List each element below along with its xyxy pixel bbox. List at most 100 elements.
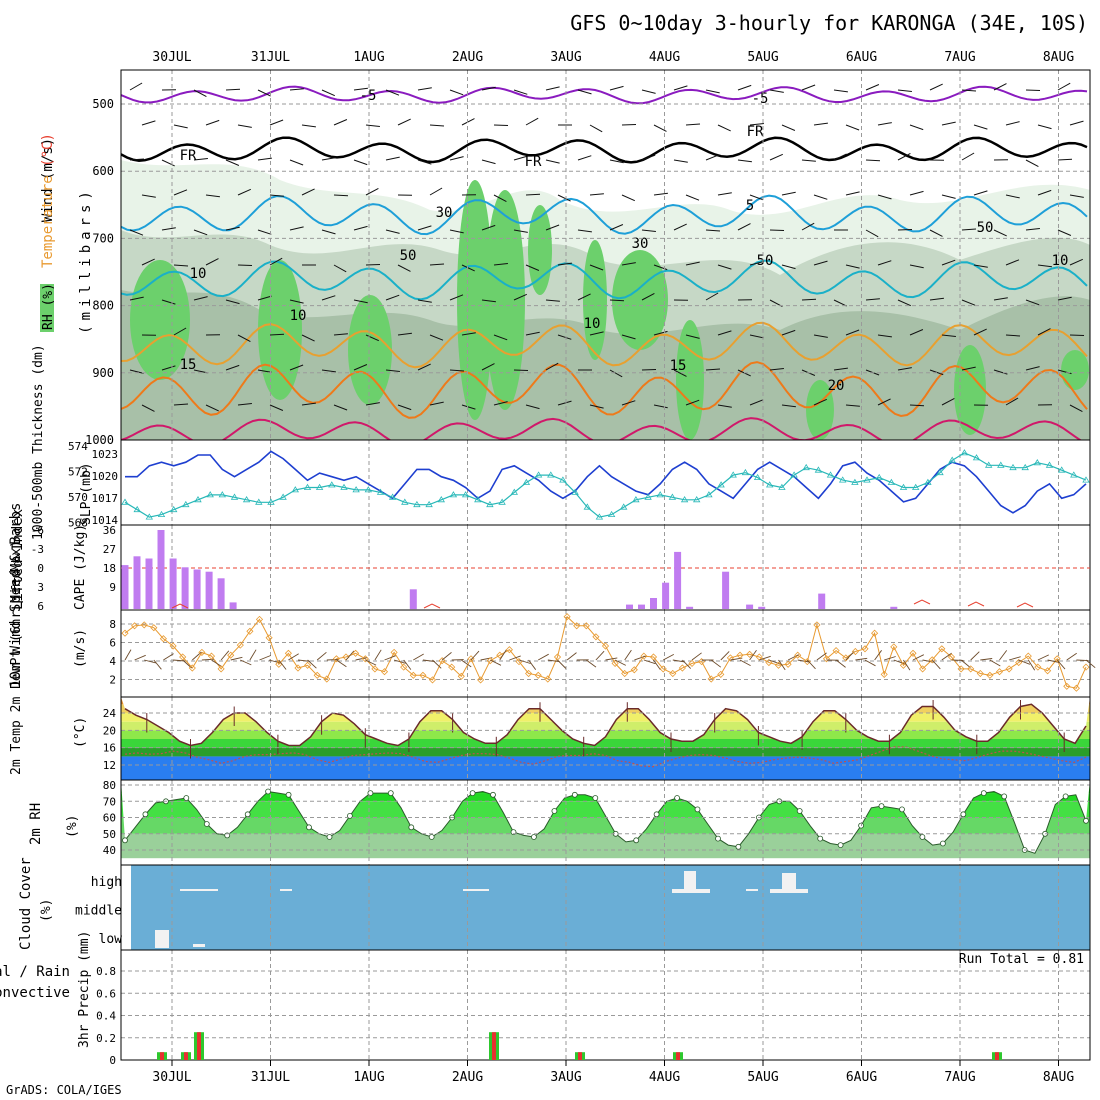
wind-barb bbox=[481, 159, 496, 165]
thickness-point bbox=[936, 468, 944, 476]
rh-point bbox=[469, 790, 476, 796]
rh-point bbox=[796, 808, 803, 814]
contour-label: 10 bbox=[1052, 253, 1069, 269]
contour-label: FR bbox=[747, 124, 764, 140]
wind10-unit: (m/s) bbox=[73, 629, 88, 668]
thickness-point bbox=[753, 473, 762, 480]
wind-barb bbox=[833, 153, 847, 161]
wind-barb-10m bbox=[441, 652, 452, 661]
wind-barb bbox=[301, 402, 316, 406]
wind-barb bbox=[845, 404, 860, 407]
thickness-point bbox=[315, 483, 324, 490]
wind-barb bbox=[769, 368, 784, 371]
wind-barb bbox=[685, 399, 700, 406]
wind-barb bbox=[801, 159, 816, 162]
rh2m-label: 2m RH bbox=[28, 803, 44, 845]
cloud-cover-bar bbox=[180, 889, 218, 891]
temp-band bbox=[121, 756, 1090, 765]
wind-barb bbox=[993, 297, 1008, 301]
wind-barb bbox=[173, 264, 189, 267]
wind-speed-point bbox=[284, 649, 292, 657]
wind-barb-10m bbox=[1037, 654, 1049, 661]
cape-bar bbox=[145, 558, 153, 609]
pressure-tick: 500 bbox=[92, 97, 114, 111]
pressure-tick: 800 bbox=[92, 299, 114, 313]
precip-conv-label: Convective bbox=[0, 985, 70, 1001]
thickness-point bbox=[279, 493, 287, 500]
thickness-point bbox=[972, 454, 981, 461]
cloud-cover-bar bbox=[155, 930, 169, 948]
chart-title: GFS 0~10day 3-hourly for KARONGA (34E, 1… bbox=[570, 11, 1088, 35]
cape-bar bbox=[133, 556, 141, 609]
wind-barb bbox=[845, 191, 860, 196]
wind-barb bbox=[173, 124, 188, 129]
contour-label: FR bbox=[525, 154, 542, 170]
wind-barb-10m bbox=[509, 655, 521, 661]
wind-barb bbox=[225, 364, 240, 371]
temp-band bbox=[121, 739, 1090, 748]
wind-barb bbox=[333, 404, 348, 411]
wind-barb-10m bbox=[864, 659, 876, 667]
wind-barb bbox=[225, 226, 240, 231]
wind-barb bbox=[461, 264, 475, 272]
cape-bar bbox=[217, 578, 225, 609]
wind-barb bbox=[577, 293, 591, 301]
cape-bar bbox=[686, 606, 694, 609]
wind-barb bbox=[973, 190, 988, 196]
wind-barb bbox=[929, 297, 944, 301]
wind-barb bbox=[1005, 194, 1020, 199]
wind-barb bbox=[641, 292, 655, 301]
wind-barb-10m bbox=[288, 653, 299, 661]
rh-point bbox=[837, 842, 844, 848]
wind-barb-10m bbox=[163, 653, 174, 661]
wind-barb bbox=[801, 84, 816, 91]
precip-tick: 0.8 bbox=[96, 965, 116, 978]
wind-barb bbox=[257, 369, 272, 373]
thickness-point bbox=[242, 496, 251, 503]
slp-frame bbox=[120, 439, 1091, 526]
wind-barb bbox=[493, 401, 508, 406]
thickness-point bbox=[449, 491, 458, 498]
wind-barb-10m bbox=[336, 659, 347, 668]
thickness-point bbox=[425, 500, 433, 508]
thickness-point bbox=[729, 471, 737, 478]
wind-barb bbox=[141, 194, 156, 198]
rh-point bbox=[633, 837, 640, 844]
wind-barb bbox=[301, 334, 315, 342]
wind-barb bbox=[557, 400, 572, 406]
cape-bar bbox=[121, 565, 129, 609]
wind-barb-10m bbox=[749, 649, 757, 661]
wind-speed-point bbox=[919, 665, 927, 673]
wind-barb bbox=[801, 298, 817, 301]
wind-barb bbox=[749, 334, 764, 339]
wind-speed-point bbox=[544, 675, 552, 683]
wind-speed-point bbox=[140, 621, 148, 629]
rh-point bbox=[1083, 817, 1089, 824]
thickness-point bbox=[680, 496, 689, 503]
thickness-point bbox=[911, 483, 920, 490]
thickness-point bbox=[1057, 466, 1066, 473]
wind-speed-point bbox=[227, 651, 235, 659]
wind-speed-point bbox=[861, 645, 869, 653]
precip-tick: 0.2 bbox=[96, 1032, 116, 1045]
wind-speed-point bbox=[774, 661, 783, 669]
wind-speed-point bbox=[601, 642, 610, 650]
rh-tick: 60 bbox=[103, 812, 116, 825]
wind-barb bbox=[289, 226, 304, 231]
wind-barb-10m bbox=[893, 659, 906, 665]
temp2m-line bbox=[124, 703, 1087, 747]
thickness-point bbox=[814, 466, 823, 473]
wind-barb-10m bbox=[259, 655, 271, 661]
wind-barb bbox=[685, 334, 700, 339]
rh-point bbox=[428, 834, 435, 840]
wind-barb-10m bbox=[970, 651, 980, 661]
wind-barb bbox=[237, 403, 252, 406]
thickness-point bbox=[121, 498, 129, 505]
wind-barb bbox=[525, 193, 541, 196]
lifted-index-marker bbox=[967, 601, 985, 607]
slp-tick: 1020 bbox=[92, 470, 119, 483]
wind-barb bbox=[417, 87, 432, 91]
rh2m-panel: 80 70 60 50 40 bbox=[103, 779, 1091, 866]
wind-barb bbox=[961, 152, 975, 161]
contour-label: 20 bbox=[828, 378, 845, 394]
